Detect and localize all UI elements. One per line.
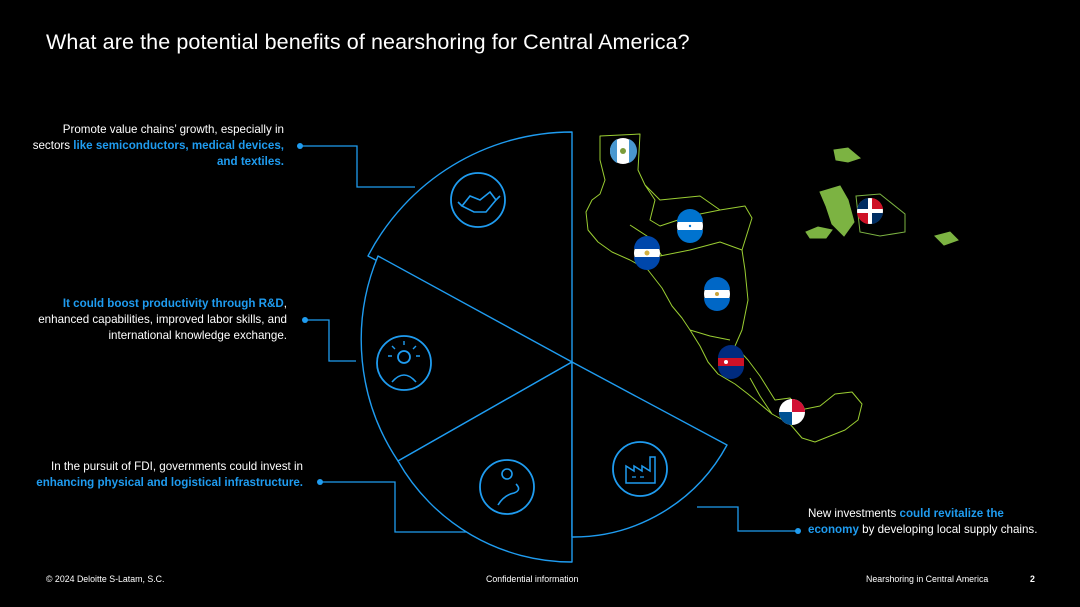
- connector-dot-3: [317, 479, 323, 485]
- connector-dot-2: [302, 317, 308, 323]
- flag-honduras: [677, 209, 703, 243]
- callout-investments-highlight: could revitalize the economy: [808, 507, 1004, 536]
- segment-right: [571, 361, 728, 538]
- connector-dot-4: [795, 528, 801, 534]
- island-jamaica: [805, 226, 833, 239]
- callout-investments: New investments could revitalize the eco…: [808, 506, 1048, 538]
- connector-4: [697, 506, 798, 532]
- flag-costa-rica: [718, 345, 744, 379]
- map-outline: [585, 133, 863, 443]
- handshake-icon: [450, 172, 506, 228]
- connector-3: [320, 481, 470, 533]
- connector-1: [300, 145, 415, 188]
- callout-productivity-highlight: It could boost productivity through R&D: [62, 297, 284, 310]
- callout-infrastructure-highlight: enhancing physical and logistical infras…: [36, 476, 303, 489]
- border-ni-cr: [689, 329, 731, 341]
- footer-page-number: 2: [1030, 574, 1035, 584]
- callout-productivity-text: , enhanced capabilities, improved labor …: [38, 297, 287, 342]
- lightbulb-person-icon: [376, 335, 432, 391]
- callout-infrastructure-text: In the pursuit of FDI, governments could…: [51, 460, 303, 473]
- island-puerto-rico: [934, 231, 959, 246]
- flag-nicaragua: [704, 277, 730, 311]
- central-america-map: [585, 133, 863, 443]
- connector-2: [305, 319, 356, 362]
- flag-guatemala: [609, 138, 637, 164]
- segment-top: [367, 131, 573, 363]
- segment-left: [360, 255, 573, 462]
- callout-value-chains-text: Promote value chains’ growth, especially…: [32, 123, 284, 152]
- flag-el-salvador: [634, 236, 660, 270]
- caribbean-islands: [805, 147, 959, 246]
- segment-bottom: [397, 361, 573, 563]
- border-gt-hn: [644, 184, 721, 211]
- callout-investments-text-pre: New investments: [808, 507, 900, 520]
- island-haiti: [819, 185, 855, 237]
- callout-value-chains-highlight: like semiconductors, medical devices, an…: [73, 139, 284, 168]
- factory-icon: [612, 441, 668, 497]
- road-pin-icon: [479, 459, 535, 515]
- footer-confidential: Confidential information: [486, 574, 579, 584]
- page-title: What are the potential benefits of nears…: [46, 30, 690, 54]
- connector-dot-1: [297, 143, 303, 149]
- border-cr-pa: [749, 377, 773, 415]
- footer-section: Nearshoring in Central America: [866, 574, 989, 584]
- island-dominican-outline: [855, 193, 906, 237]
- flag-dominican-republic: [856, 198, 883, 224]
- footer-copyright: © 2024 Deloitte S-Latam, S.C.: [46, 574, 165, 584]
- callout-productivity: It could boost productivity through R&D,…: [27, 296, 287, 344]
- callout-value-chains: Promote value chains’ growth, especially…: [24, 122, 284, 170]
- callout-investments-text-post: by developing local supply chains.: [858, 523, 1038, 536]
- border-hn-ni: [659, 241, 743, 257]
- callout-infrastructure: In the pursuit of FDI, governments could…: [33, 459, 303, 491]
- island-cuba: [833, 147, 862, 163]
- flag-panama: [779, 399, 805, 425]
